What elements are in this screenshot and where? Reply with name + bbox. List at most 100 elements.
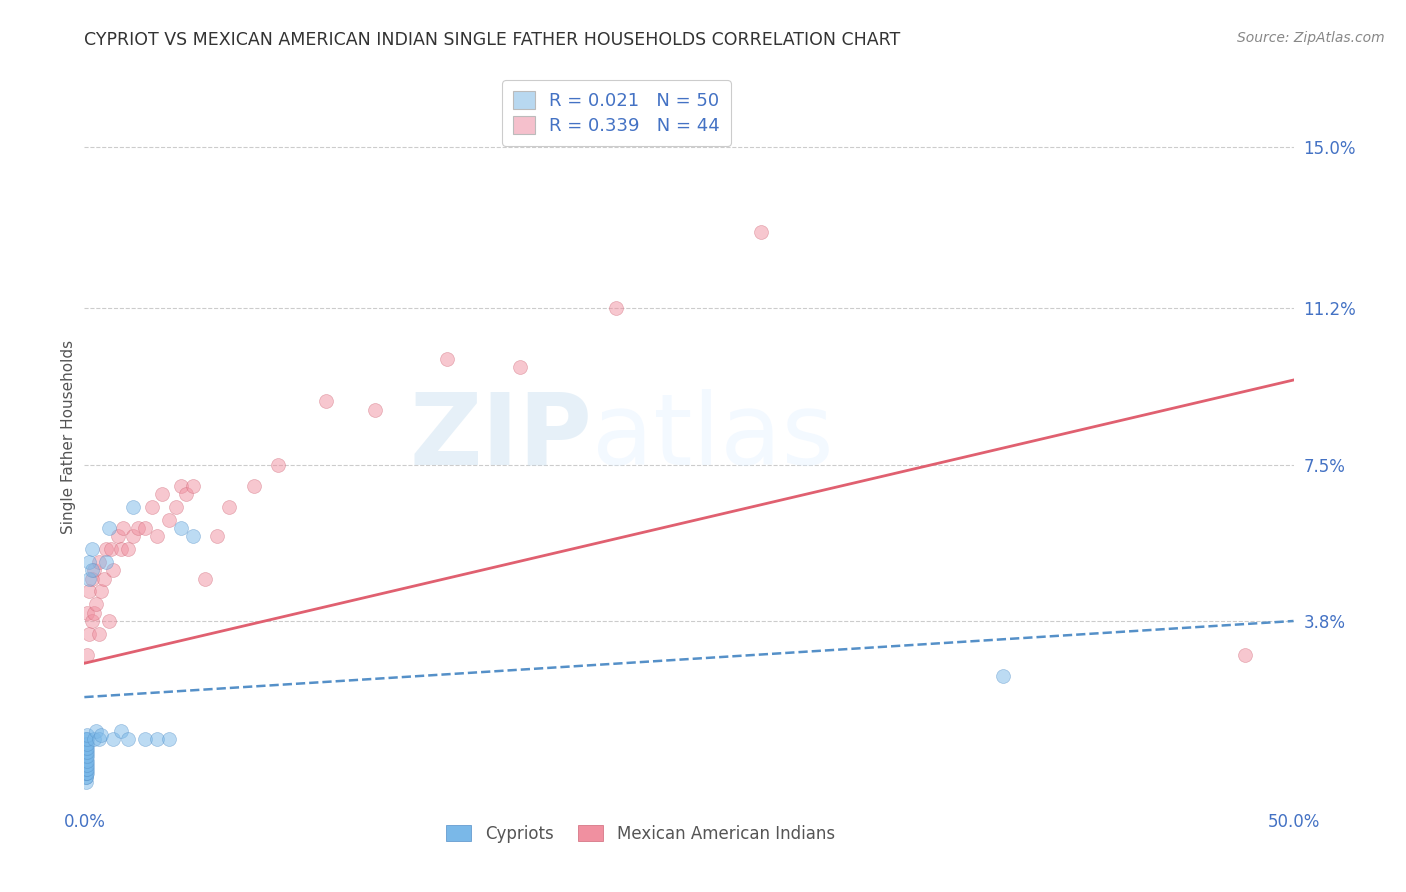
Point [77,555,100,569]
Point [83,732,105,747]
Point [207,529,229,543]
Point [315,394,337,409]
Point [141,500,163,514]
Y-axis label: Single Father Households: Single Father Households [60,340,76,534]
Point [117,732,139,747]
Point [76,754,98,768]
Point [76,740,98,755]
Point [75,745,97,759]
Point [75,774,97,789]
Point [121,529,143,543]
Point [993,669,1015,683]
Point [75,754,97,768]
Point [75,762,97,776]
Point [75,732,97,747]
Point [75,754,97,768]
Point [83,563,105,577]
Point [127,521,149,535]
Point [100,542,122,557]
Text: CYPRIOT VS MEXICAN AMERICAN INDIAN SINGLE FATHER HOUSEHOLDS CORRELATION CHART: CYPRIOT VS MEXICAN AMERICAN INDIAN SINGL… [84,31,901,49]
Point [134,732,156,747]
Point [80,542,103,557]
Point [90,728,112,742]
Point [75,745,97,759]
Point [93,572,115,586]
Point [174,487,197,501]
Point [103,563,125,577]
Point [103,732,125,747]
Point [97,614,120,628]
Point [181,479,204,493]
Text: Source: ZipAtlas.com: Source: ZipAtlas.com [1237,31,1385,45]
Point [80,572,103,586]
Point [76,732,98,747]
Point [77,626,100,640]
Point [86,597,108,611]
Point [76,766,98,780]
Legend: Cypriots, Mexican American Indians: Cypriots, Mexican American Indians [440,818,842,849]
Point [170,479,193,493]
Point [80,614,103,628]
Text: atlas: atlas [592,389,834,485]
Point [76,762,98,776]
Point [110,723,132,738]
Point [87,626,110,640]
Point [157,512,180,526]
Point [75,771,97,785]
Point [76,757,98,772]
Point [194,572,217,586]
Point [146,732,169,747]
Point [76,728,98,742]
Point [117,542,139,557]
Point [121,500,143,514]
Point [363,402,385,417]
Point [76,749,98,764]
Point [242,479,264,493]
Point [218,500,240,514]
Point [107,529,129,543]
Point [75,732,97,747]
Point [76,606,98,620]
Point [87,732,110,747]
Point [75,757,97,772]
Point [94,555,117,569]
Point [76,745,98,759]
Point [75,740,97,755]
Point [110,542,132,557]
Point [75,749,97,764]
Point [170,521,193,535]
Point [75,740,97,755]
Point [77,584,100,599]
Point [83,606,105,620]
Point [1234,648,1257,662]
Point [90,584,112,599]
Point [87,555,110,569]
Point [436,351,458,366]
Point [165,500,187,514]
Point [157,732,180,747]
Point [76,737,98,751]
Point [97,521,120,535]
Point [134,521,156,535]
Text: ZIP: ZIP [409,389,592,485]
Point [80,563,103,577]
Point [605,301,627,315]
Point [94,542,117,557]
Point [86,723,108,738]
Point [751,225,773,239]
Point [509,360,531,375]
Point [75,766,97,780]
Point [75,757,97,772]
Point [75,766,97,780]
Point [75,749,97,764]
Point [75,737,97,751]
Point [150,487,173,501]
Point [181,529,204,543]
Point [146,529,169,543]
Point [267,458,290,472]
Point [112,521,135,535]
Point [75,762,97,776]
Point [75,771,97,785]
Point [76,648,98,662]
Point [77,572,100,586]
